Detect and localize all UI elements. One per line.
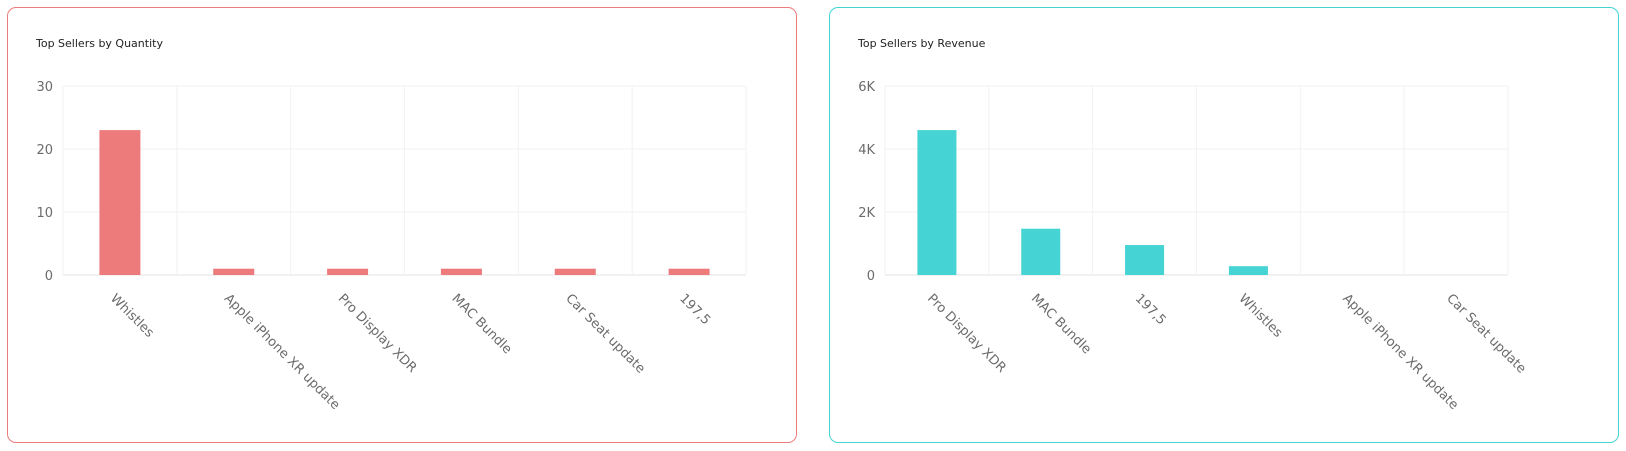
x-tick-label: Pro Display XDR: [924, 291, 1009, 376]
y-tick-label: 0: [867, 269, 875, 284]
bar: [668, 268, 710, 275]
x-tick-label: Whistles: [1236, 291, 1286, 341]
y-tick-label: 10: [36, 206, 53, 221]
revenue-bar-chart: 6K 4K 2K 0 Pro Display XDR MAC Bundle 197,5 Whi…: [858, 80, 1528, 413]
chart-title: Top Sellers by Revenue: [858, 37, 986, 50]
revenue-chart-card: Top Sellers by Revenue 6K 4K 2K 0 Pro Displa…: [829, 7, 1619, 443]
x-tick-label: Car Seat update: [562, 291, 647, 376]
x-tick-label: 197,5: [676, 291, 713, 328]
chart-title: Top Sellers by Quantity: [36, 37, 163, 50]
y-tick-label: 2K: [858, 206, 875, 221]
bar: [917, 130, 957, 275]
x-tick-label: Apple iPhone XR update: [1339, 291, 1461, 413]
bar: [1021, 228, 1061, 275]
y-tick-label: 30: [36, 80, 53, 95]
x-tick-label: 197,5: [1132, 291, 1169, 328]
quantity-bar-chart: 30 20 10 0 Whistles Apple iPhone XR updatePro…: [36, 80, 747, 413]
bar: [99, 130, 141, 275]
x-tick-label: Apple iPhone XR update: [221, 291, 343, 413]
x-tick-label: MAC Bundle: [449, 291, 515, 357]
y-tick-label: 4K: [858, 143, 875, 158]
quantity-chart-card: Top Sellers by Quantity 30 20 10 0 Whistles A…: [7, 7, 797, 443]
y-tick-label: 6K: [858, 80, 875, 95]
bar: [554, 268, 596, 275]
x-tick-label: MAC Bundle: [1028, 291, 1094, 357]
x-tick-label: Car Seat update: [1443, 291, 1528, 376]
x-tick-label: Pro Display XDR: [335, 291, 420, 376]
bar: [213, 268, 255, 275]
bar: [1125, 245, 1165, 275]
y-tick-label: 20: [36, 143, 53, 158]
bar: [327, 268, 369, 275]
bar: [1228, 266, 1268, 275]
bar: [440, 268, 482, 275]
x-tick-label: Whistles: [107, 291, 157, 341]
y-tick-label: 0: [45, 269, 53, 284]
